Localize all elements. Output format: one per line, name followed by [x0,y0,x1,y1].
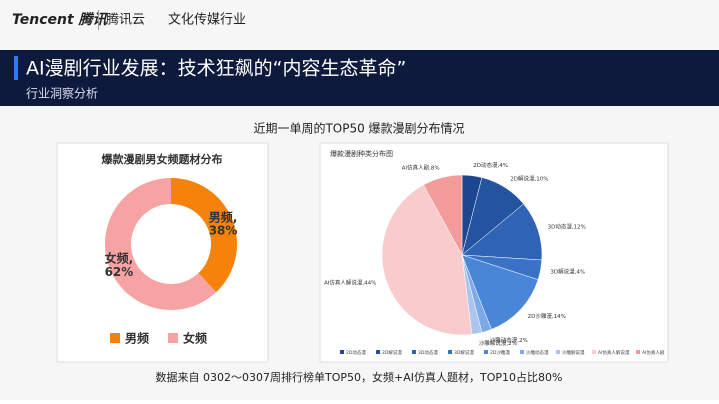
legend-swatch [412,350,416,354]
legend-label: AI仿真人解说漫 [598,349,630,356]
data-label-line: 38% [209,223,238,237]
legend-swatch [520,350,524,354]
legend-label: 女频 [183,331,207,346]
data-label-line: 女频, [105,250,134,265]
caption: 数据来自 0302～0307周排行榜单TOP50，女频+AI仿真人题材，TOP1… [156,370,563,384]
subtitle: 行业洞察分析 [26,87,98,101]
legend-swatch [110,333,120,343]
data-label: AI仿真人解说漫,44% [324,278,376,286]
title: AI漫剧行业发展：技术狂飙的“内容生态革命” [26,58,406,80]
data-label: 沙雕动态漫,2% [490,336,528,344]
title-band [0,50,719,106]
legend-swatch [376,350,380,354]
legend-swatch [340,350,344,354]
divider [98,10,99,30]
legend-label: 2D沙雕漫 [490,349,510,356]
legend-swatch [448,350,452,354]
section-title: 近期一单周的TOP50 爆款漫剧分布情况 [253,121,464,136]
data-label: 男频, 38% [209,209,238,237]
data-label: 3D解说漫,4% [550,267,585,275]
legend-swatch [168,333,178,343]
legend-label: 3D解说漫 [454,349,474,356]
legend-label: 沙雕动态漫 [526,349,549,356]
data-label: 女频, 62% [105,250,134,278]
legend-label: 男频 [125,331,149,346]
legend-label: 沙雕解说漫 [562,349,585,356]
title-accent [14,56,18,80]
data-label: 2D解说漫,10% [510,175,548,183]
legend-label: 2D动态漫 [346,349,366,356]
slice [461,203,543,261]
division: 文化传媒行业 [168,13,246,28]
chart-title: 爆款漫剧男女频题材分布 [102,152,223,166]
data-label: 2D动态漫,4% [473,161,508,169]
data-label: 2D沙雕漫,14% [528,312,566,320]
legend-swatch [484,350,488,354]
legend-label: 2D解说漫 [382,349,402,356]
legend-swatch [556,350,560,354]
brand: Tencent 腾讯 [12,11,108,28]
slice [381,184,473,336]
slice [461,254,539,330]
data-label-line: 男频, [209,209,238,224]
legend-swatch [636,350,640,354]
slice [171,178,237,293]
slice [105,178,217,311]
product: 腾讯云 [106,12,145,28]
data-label: 3D动态漫,12% [548,223,586,231]
slice [423,174,463,256]
legend-label: AI仿真人剧 [642,349,665,356]
data-label: AI仿真人剧,8% [402,163,440,171]
chart-title: 爆款漫剧种类分布图 [330,149,393,158]
data-label-line: 62% [105,264,134,278]
legend-label: 3D动态漫 [418,349,438,356]
data-label: 沙雕解说漫,2% [479,339,517,347]
legend-swatch [592,350,596,354]
